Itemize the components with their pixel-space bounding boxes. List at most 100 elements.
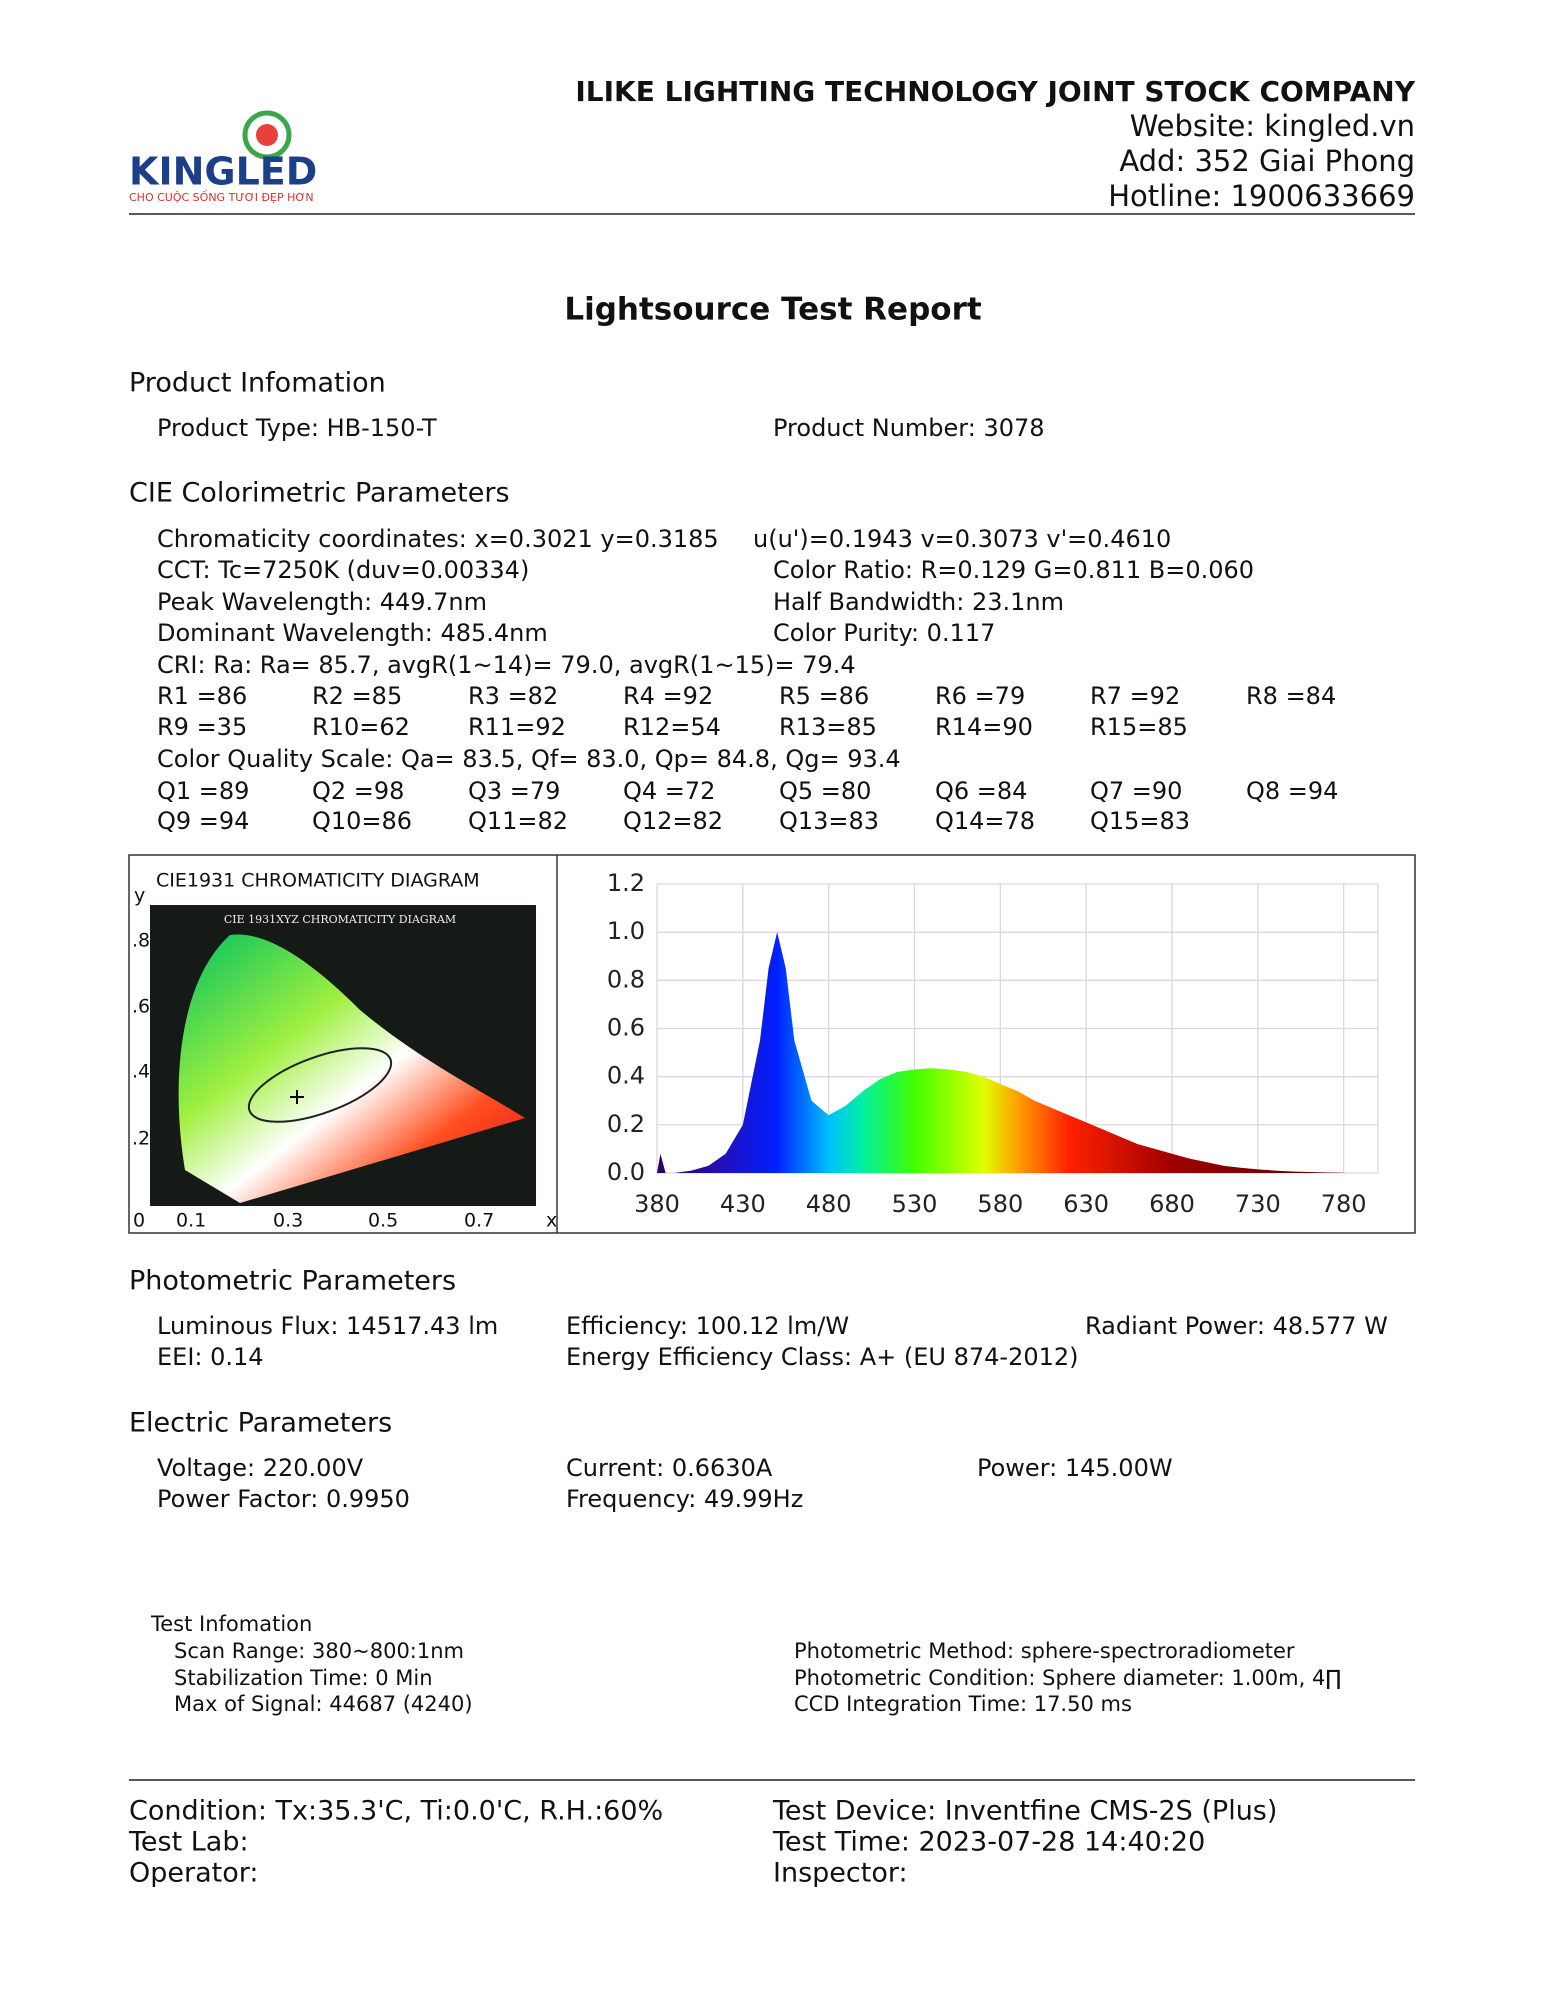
index-value: R14=90 <box>935 713 1033 741</box>
cie-tick-label: .8 <box>132 930 150 952</box>
index-value: R1 =86 <box>157 682 247 710</box>
index-value: R8 =84 <box>1246 682 1336 710</box>
x-tick-label: 480 <box>806 1190 852 1218</box>
info-text: Current: 0.6630A <box>566 1454 773 1482</box>
y-tick-label: 0.4 <box>607 1062 645 1090</box>
index-value: R2 =85 <box>312 682 402 710</box>
info-text: Product Type: HB-150-T <box>157 414 437 442</box>
info-text: Color Purity: 0.117 <box>773 619 995 647</box>
index-value: Q9 =94 <box>157 807 249 835</box>
cie-tick-label: 0.5 <box>368 1210 398 1232</box>
cie-axis-label: x <box>546 1210 557 1232</box>
footer-text: Test Time: 2023-07-28 14:40:20 <box>772 1827 1205 1858</box>
info-text: CCD Integration Time: 17.50 ms <box>794 1692 1132 1716</box>
index-value: R15=85 <box>1090 713 1188 741</box>
x-tick-label: 430 <box>720 1190 766 1218</box>
index-value: Q10=86 <box>312 807 412 835</box>
cie-tick-label: .6 <box>132 996 150 1018</box>
x-tick-label: 680 <box>1149 1190 1195 1218</box>
cie-ticks: .8 .6 .4 .2 0 0.1 0.3 0.5 0.7 <box>132 930 494 1232</box>
info-text: Frequency: 49.99Hz <box>566 1485 803 1513</box>
info-text: Power Factor: 0.9950 <box>157 1485 410 1513</box>
index-value: Q2 =98 <box>312 777 404 805</box>
cie-title: CIE1931 CHROMATICITY DIAGRAM <box>156 870 480 892</box>
footer-text: Test Lab: <box>128 1827 249 1858</box>
info-text: u(u')=0.1943 v=0.3073 v'=0.4610 <box>753 525 1171 553</box>
info-text: Luminous Flux: 14517.43 lm <box>157 1312 498 1340</box>
index-value: Q11=82 <box>468 807 568 835</box>
x-tick-label: 380 <box>634 1190 680 1218</box>
index-value: Q15=83 <box>1090 807 1190 835</box>
info-text: Color Quality Scale: Qa= 83.5, Qf= 83.0,… <box>157 745 901 773</box>
x-tick-label: 780 <box>1321 1190 1367 1218</box>
y-tick-label: 0.2 <box>607 1110 645 1138</box>
info-text: Photometric Method: sphere-spectroradiom… <box>794 1639 1295 1663</box>
y-tick-label: 0.8 <box>607 965 645 993</box>
spectrum-chart: 0.0 0.2 0.4 0.6 0.8 1.0 1.2 380 430 480 530 580 630 6… <box>607 869 1379 1218</box>
info-text: Stabilization Time: 0 Min <box>174 1666 433 1690</box>
info-text: Dominant Wavelength: 485.4nm <box>157 619 548 647</box>
index-value: Q14=78 <box>935 807 1035 835</box>
index-value: Q8 =94 <box>1246 777 1338 805</box>
company-name: ILIKE LIGHTING TECHNOLOGY JOINT STOCK CO… <box>575 75 1415 108</box>
info-text: Scan Range: 380~800:1nm <box>174 1639 464 1663</box>
cie-tick-label: .2 <box>132 1128 150 1150</box>
report-title: Lightsource Test Report <box>564 292 982 328</box>
logo: KINGLED CHO CUỘC SỐNG TƯƠI ĐẸP HƠN <box>129 110 317 204</box>
index-value: Q1 =89 <box>157 777 249 805</box>
cie-tick-label: 0 <box>133 1210 145 1232</box>
hotline: Hotline: 1900633669 <box>1108 179 1415 213</box>
section-heading: CIE Colorimetric Parameters <box>129 478 510 509</box>
cie-tick-label: 0.7 <box>464 1210 494 1232</box>
chart-box <box>128 854 1416 1234</box>
info-text: EEI: 0.14 <box>157 1343 264 1371</box>
x-tick-label: 730 <box>1235 1190 1281 1218</box>
index-grid: R1 =86 R2 =85 R3 =82 R4 =92 R5 =86 R6 =79 R7 =… <box>157 682 1338 835</box>
index-value: R12=54 <box>623 713 721 741</box>
info-text: Half Bandwidth: 23.1nm <box>773 588 1064 616</box>
info-text: Energy Efficiency Class: A+ (EU 874-2012… <box>566 1343 1079 1371</box>
logo-slogan: CHO CUỘC SỐNG TƯƠI ĐẸP HƠN <box>129 190 314 204</box>
info-text: CRI: Ra: Ra= 85.7, avgR(1~14)= 79.0, avg… <box>157 651 856 679</box>
footer-text: Inspector: <box>773 1858 908 1889</box>
cie-tick-label: 0.3 <box>273 1210 303 1232</box>
y-tick-label: 0.0 <box>607 1158 645 1186</box>
index-value: Q12=82 <box>623 807 723 835</box>
section-heading: Photometric Parameters <box>129 1266 456 1297</box>
index-value: R5 =86 <box>779 682 869 710</box>
info-text: Photometric Condition: Sphere diameter: … <box>794 1666 1341 1690</box>
index-value: R7 =92 <box>1090 682 1180 710</box>
info-text: Peak Wavelength: 449.7nm <box>157 588 487 616</box>
x-tick-label: 630 <box>1063 1190 1109 1218</box>
cie-diagram: CIE 1931XYZ CHROMATICITY DIAGRAM CIE1931… <box>132 870 557 1232</box>
planckian-locus <box>247 1047 393 1123</box>
section-heading: Product Infomation <box>129 368 386 399</box>
cie-axis-label: y <box>134 885 145 907</box>
x-tick-label: 530 <box>892 1190 938 1218</box>
cie-tick-label: .4 <box>132 1061 150 1083</box>
y-tick-label: 1.2 <box>607 869 645 897</box>
y-tick-label: 1.0 <box>607 917 645 945</box>
index-value: R4 =92 <box>623 682 713 710</box>
info-text: Power: 145.00W <box>977 1454 1173 1482</box>
info-text: Radiant Power: 48.577 W <box>1085 1312 1388 1340</box>
website: Website: kingled.vn <box>1130 109 1415 143</box>
index-value: R11=92 <box>468 713 566 741</box>
cie-tick-label: 0.1 <box>176 1210 206 1232</box>
y-tick-label: 0.6 <box>607 1014 645 1042</box>
address: Add: 352 Giai Phong <box>1119 144 1415 178</box>
logo-text: KINGLED <box>129 150 317 194</box>
footer-text: Condition: Tx:35.3'C, Ti:0.0'C, R.H.:60% <box>129 1796 663 1827</box>
index-value: Q4 =72 <box>623 777 715 805</box>
index-value: R13=85 <box>779 713 877 741</box>
cie-locus <box>178 934 525 1203</box>
x-tick-label: 580 <box>977 1190 1023 1218</box>
index-value: R10=62 <box>312 713 410 741</box>
spectrum-area <box>657 932 1344 1173</box>
section-heading: Test Infomation <box>150 1612 312 1636</box>
footer-text: Test Device: Inventfine CMS-2S (Plus) <box>772 1796 1277 1827</box>
info-text: CCT: Tc=7250K (duv=0.00334) <box>157 556 529 584</box>
info-text: Product Number: 3078 <box>773 414 1045 442</box>
cie-point <box>290 1090 304 1104</box>
